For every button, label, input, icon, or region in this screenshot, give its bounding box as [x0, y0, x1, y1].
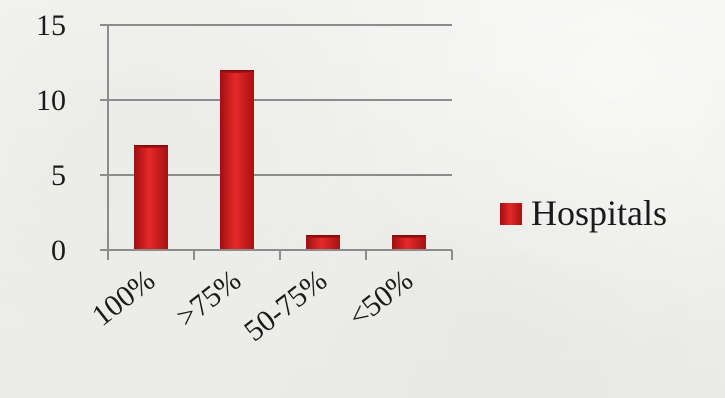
y-tick-label: 10 — [36, 84, 66, 117]
bar-top-1 — [220, 70, 254, 73]
bar-top-0 — [134, 145, 168, 148]
y-axis-ticks: 0 5 10 15 — [36, 9, 108, 267]
bar-2 — [306, 235, 340, 250]
legend-swatch-hospitals — [500, 203, 522, 225]
y-tick-label: 5 — [51, 159, 66, 192]
x-tick-label: <50% — [342, 264, 419, 334]
x-axis-ticks: 100% >75%50-75% <50% — [86, 250, 453, 348]
legend: Hospitals — [500, 193, 667, 233]
y-tick-label: 0 — [51, 234, 66, 267]
bar-top-3 — [392, 235, 426, 238]
bar-series-hospitals — [134, 70, 426, 250]
legend-label-hospitals: Hospitals — [531, 193, 667, 233]
bar-1 — [220, 70, 254, 250]
bar-3 — [392, 235, 426, 250]
bar-top-2 — [306, 235, 340, 238]
y-tick-label: 15 — [36, 9, 66, 42]
bar-0 — [134, 145, 168, 250]
x-tick-label: 100% — [86, 264, 161, 333]
x-tick-label: 50-75% — [238, 264, 333, 348]
x-tick-label: >75% — [170, 264, 247, 334]
